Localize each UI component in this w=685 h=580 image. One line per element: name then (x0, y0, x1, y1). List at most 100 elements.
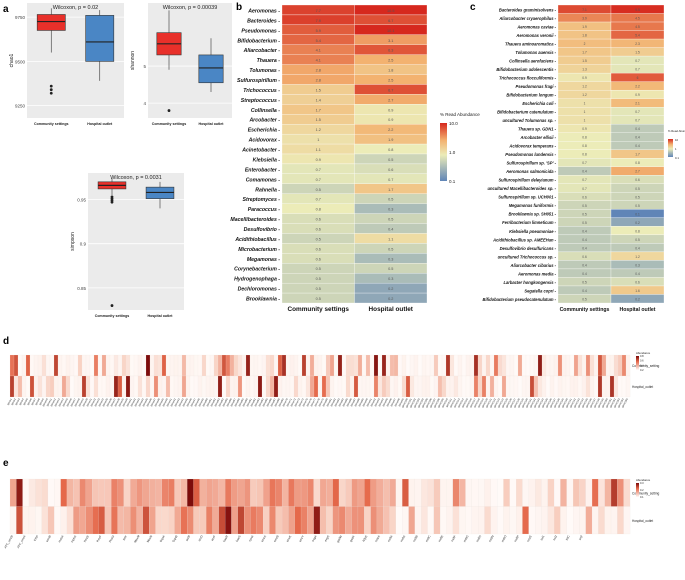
heat-cell (445, 375, 451, 398)
heat-cell (92, 506, 99, 535)
legend-tick: 0.1 (640, 495, 644, 499)
row-label: Megamonas - (247, 257, 280, 263)
cell-value: 1.1 (316, 148, 321, 152)
heat-cell (569, 375, 575, 398)
cell-value: 4.5 (635, 25, 640, 29)
heat-cell (365, 354, 371, 377)
heat-cell (573, 375, 579, 398)
column-label: gene140 (560, 397, 569, 408)
heat-cell (373, 354, 379, 377)
heat-cell (521, 375, 527, 398)
heat-cell (537, 375, 543, 398)
cell-value: 0.2 (635, 221, 640, 225)
column-label: gene20 (81, 397, 89, 407)
heat-cell (197, 375, 203, 398)
heat-cell (516, 506, 523, 535)
heat-cell (265, 375, 271, 398)
outlier-point (49, 91, 53, 95)
heat-cell (329, 354, 335, 377)
column-label: gene123 (492, 397, 501, 408)
cell-value: 6.7 (388, 19, 393, 23)
heat-cell (313, 375, 319, 398)
heat-cell (364, 478, 371, 507)
heat-cell (440, 478, 447, 507)
legend-bar (440, 123, 447, 181)
heat-cell (217, 375, 223, 398)
cell-value: 0.5 (316, 277, 321, 281)
column-label: mdtP (513, 535, 520, 543)
cell-value: 1.9 (388, 138, 393, 142)
row-label: Arcobacter ellisii - (520, 135, 557, 140)
cell-value: 2.5 (388, 78, 393, 82)
heat-cell (66, 506, 74, 535)
heat-cell (265, 354, 271, 377)
heat-cell (577, 354, 583, 377)
column-label: gene9 (38, 397, 45, 406)
row-label: Community_setting (632, 491, 660, 495)
heat-cell (197, 354, 203, 377)
y-tick-label: 5 (143, 64, 146, 69)
heat-cell (395, 506, 403, 535)
heat-cell (281, 506, 289, 535)
heat-cell (193, 375, 199, 398)
column-label: kdpE (361, 535, 368, 543)
species-heatmap: Bacteroides graminisolvens - 7.1 9.5 Aliarc… (483, 4, 685, 313)
column-label: gene56 (225, 397, 233, 407)
heat-cell (29, 375, 35, 398)
heat-cell (313, 506, 321, 535)
cell-value: 4.5 (635, 16, 640, 20)
cell-value: 0.4 (582, 246, 587, 250)
heat-cell (307, 478, 314, 507)
row-label: Streptococcus - (241, 98, 280, 104)
row-label: Bifidobacterium pseudocatenulatum - (483, 297, 557, 302)
heat-cell (101, 354, 107, 377)
heat-cell (601, 375, 607, 398)
cell-value: 5.4 (316, 39, 321, 43)
column-label: gene11 (45, 397, 53, 407)
cell-value: 4.1 (316, 59, 321, 63)
heat-cell (503, 506, 510, 535)
column-label: gene36 (145, 397, 153, 407)
column-label: Hospital outlet (369, 306, 414, 313)
legend-tick: 10 (675, 138, 679, 142)
heat-cell (565, 375, 571, 398)
cell-value: 1.9 (582, 25, 587, 29)
column-label: gene108 (432, 397, 441, 408)
heat-cell (389, 478, 397, 507)
heat-cell (385, 354, 391, 377)
legend-title: % Read Abundance (440, 112, 480, 117)
heat-cell (125, 375, 131, 398)
heat-cell (521, 354, 527, 377)
heat-cell (98, 478, 106, 507)
heat-cell (478, 478, 485, 507)
column-label: gene42 (169, 397, 177, 407)
column-label: ATC_omrB (3, 535, 14, 550)
cell-value: 0.4 (635, 272, 640, 276)
cell-value: 0.5 (388, 198, 393, 202)
row-label: Acidithiobacillus sp. AMEEHan - (492, 237, 556, 242)
row-label: Bacteroides graminisolvens - (499, 7, 557, 12)
heat-cell (481, 354, 487, 377)
heat-cell (437, 354, 443, 377)
row-label: Arcobacter - (248, 118, 280, 124)
heat-cell (61, 354, 67, 377)
cell-value: 0.8 (582, 136, 587, 140)
heat-cell (465, 354, 471, 377)
heat-cell (414, 506, 422, 535)
column-label: mdtN (488, 535, 495, 543)
heat-cell (537, 354, 543, 377)
cell-value: 0.9 (582, 127, 587, 131)
heat-cell (177, 375, 183, 398)
row-label: Aeromonas - (247, 8, 280, 14)
column-label: gene98 (393, 397, 401, 407)
heat-cell (205, 354, 211, 377)
cell-value: 0.7 (635, 119, 640, 123)
heat-cell (453, 375, 459, 398)
legend-bar (668, 139, 673, 157)
heat-cell (13, 354, 19, 377)
panel-label-a: a (3, 4, 9, 15)
column-label: gene142 (568, 397, 577, 408)
column-label: emrY (298, 535, 305, 543)
shannon-boxplot: 4 5 Community settings Hospital outlet Wilco… (130, 3, 232, 126)
cell-value: 2 (584, 42, 586, 46)
